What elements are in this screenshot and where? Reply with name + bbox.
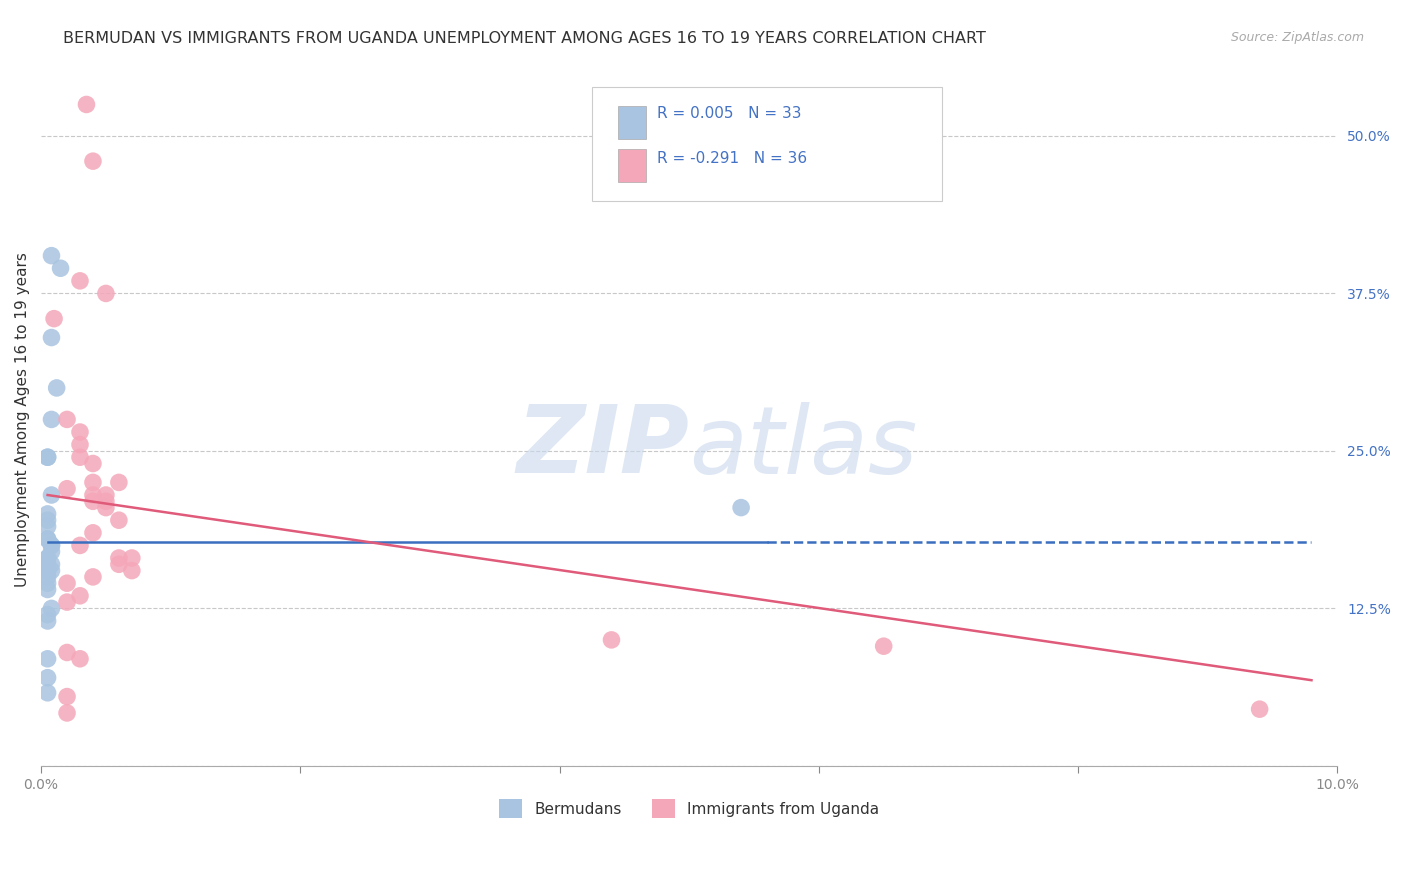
Point bbox=[69, 437, 91, 451]
Point bbox=[56, 706, 79, 720]
Point bbox=[69, 425, 91, 439]
Point bbox=[69, 274, 91, 288]
Point bbox=[600, 632, 623, 647]
Point bbox=[69, 450, 91, 465]
Y-axis label: Unemployment Among Ages 16 to 19 years: Unemployment Among Ages 16 to 19 years bbox=[15, 252, 30, 587]
Point bbox=[37, 507, 59, 521]
Point bbox=[94, 488, 117, 502]
Legend: Bermudans, Immigrants from Uganda: Bermudans, Immigrants from Uganda bbox=[494, 793, 886, 824]
Point bbox=[37, 652, 59, 666]
Text: atlas: atlas bbox=[689, 401, 918, 492]
Point bbox=[94, 500, 117, 515]
Point bbox=[37, 532, 59, 546]
Point bbox=[37, 551, 59, 566]
Point bbox=[82, 570, 104, 584]
Point bbox=[41, 249, 63, 263]
Point bbox=[82, 475, 104, 490]
Point bbox=[69, 652, 91, 666]
Point bbox=[42, 311, 65, 326]
Point bbox=[37, 551, 59, 566]
Point bbox=[56, 595, 79, 609]
Point bbox=[41, 545, 63, 559]
Point bbox=[56, 645, 79, 659]
Point bbox=[37, 558, 59, 572]
Point bbox=[69, 589, 91, 603]
Point bbox=[41, 558, 63, 572]
Point bbox=[82, 154, 104, 169]
Point bbox=[37, 576, 59, 591]
FancyBboxPatch shape bbox=[592, 87, 942, 202]
Text: ZIP: ZIP bbox=[516, 401, 689, 493]
FancyBboxPatch shape bbox=[619, 149, 647, 183]
Point bbox=[69, 538, 91, 552]
Point bbox=[82, 525, 104, 540]
Text: BERMUDAN VS IMMIGRANTS FROM UGANDA UNEMPLOYMENT AMONG AGES 16 TO 19 YEARS CORREL: BERMUDAN VS IMMIGRANTS FROM UGANDA UNEMP… bbox=[63, 31, 986, 46]
Point bbox=[56, 576, 79, 591]
Point bbox=[37, 582, 59, 597]
Point bbox=[41, 538, 63, 552]
Point bbox=[41, 564, 63, 578]
Point bbox=[108, 558, 131, 572]
Point bbox=[37, 564, 59, 578]
Point bbox=[37, 450, 59, 465]
Text: Source: ZipAtlas.com: Source: ZipAtlas.com bbox=[1230, 31, 1364, 45]
Point bbox=[1249, 702, 1271, 716]
Point bbox=[41, 412, 63, 426]
Point bbox=[873, 639, 896, 653]
Point bbox=[94, 286, 117, 301]
Point bbox=[37, 532, 59, 546]
Point bbox=[41, 330, 63, 344]
Point bbox=[37, 513, 59, 527]
Point bbox=[94, 494, 117, 508]
Point bbox=[37, 564, 59, 578]
Point bbox=[121, 564, 143, 578]
Point bbox=[37, 519, 59, 533]
Point bbox=[49, 261, 72, 276]
Point bbox=[41, 488, 63, 502]
FancyBboxPatch shape bbox=[619, 105, 647, 139]
Point bbox=[82, 488, 104, 502]
Point bbox=[37, 570, 59, 584]
Point bbox=[37, 614, 59, 628]
Point bbox=[82, 494, 104, 508]
Point bbox=[56, 482, 79, 496]
Point bbox=[76, 97, 98, 112]
Point bbox=[108, 475, 131, 490]
Point bbox=[730, 500, 752, 515]
Point bbox=[45, 381, 67, 395]
Point bbox=[37, 607, 59, 622]
Point bbox=[37, 686, 59, 700]
Point bbox=[108, 551, 131, 566]
Point bbox=[82, 457, 104, 471]
Point bbox=[121, 551, 143, 566]
Point bbox=[41, 601, 63, 615]
Text: R = -0.291   N = 36: R = -0.291 N = 36 bbox=[657, 151, 807, 166]
Point bbox=[37, 450, 59, 465]
Point bbox=[56, 412, 79, 426]
Point bbox=[41, 538, 63, 552]
Point bbox=[56, 690, 79, 704]
Text: R = 0.005   N = 33: R = 0.005 N = 33 bbox=[657, 106, 801, 121]
Point bbox=[108, 513, 131, 527]
Point bbox=[37, 671, 59, 685]
